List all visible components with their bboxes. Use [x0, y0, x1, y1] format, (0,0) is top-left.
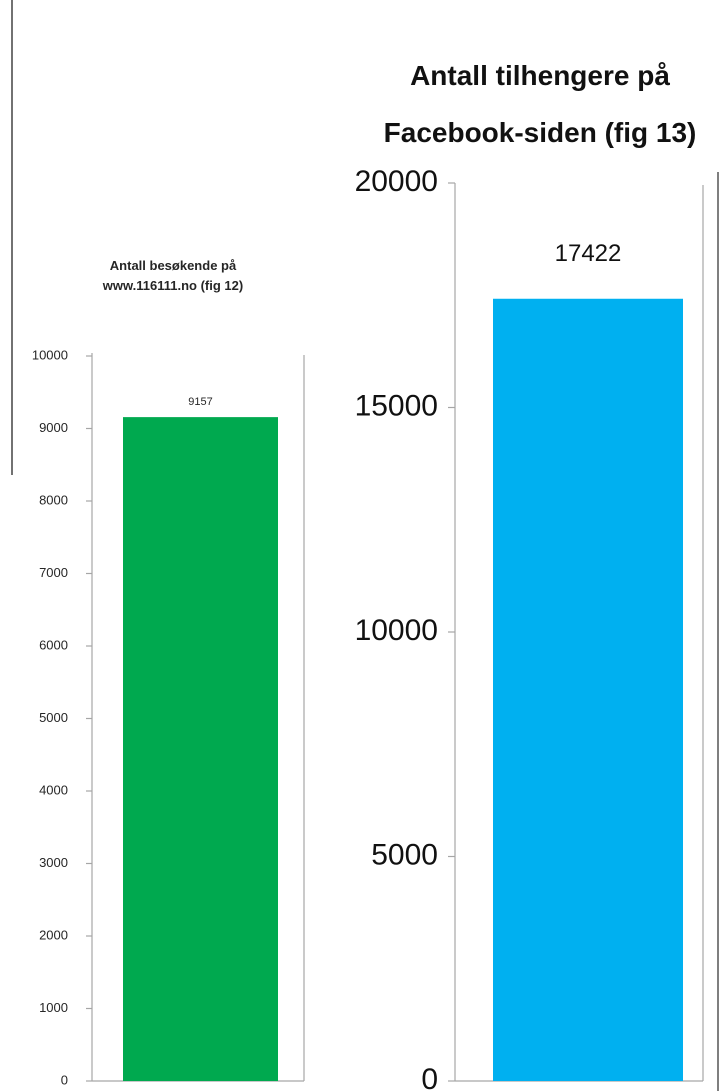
chart-title-line-1: Antall tilhengere på — [410, 60, 670, 91]
bar-series — [493, 298, 683, 1081]
bar — [123, 417, 278, 1081]
data-labels: 17422 — [555, 240, 622, 267]
y-axis-ticks: 0 1000 2000 3000 4000 5000 6000 7000 8000 9000 100… — [32, 347, 92, 1087]
chart-title-line-1: Antall besøkende på — [110, 258, 237, 273]
y-tick-label: 20000 — [355, 165, 438, 198]
y-tick-label: 8000 — [39, 492, 68, 507]
y-tick-label: 5000 — [371, 838, 438, 871]
y-tick-label: 4000 — [39, 782, 68, 797]
data-labels: 9157 — [188, 396, 212, 408]
y-tick-label: 7000 — [39, 565, 68, 580]
chart-title-line-2: www.116111.no (fig 12) — [102, 278, 243, 293]
y-tick-label: 0 — [61, 1072, 68, 1087]
y-tick-label: 0 — [421, 1063, 438, 1091]
y-tick-label: 15000 — [355, 389, 438, 422]
bar-series — [123, 417, 278, 1081]
bar-data-label: 9157 — [188, 396, 212, 408]
chart-visitors-fig12: Antall besøkende på www.116111.no (fig 1… — [32, 258, 305, 1087]
y-tick-label: 10000 — [32, 347, 68, 362]
y-tick-label: 2000 — [39, 927, 68, 942]
y-tick-label: 9000 — [39, 420, 68, 435]
bar-data-label: 17422 — [555, 240, 622, 267]
y-axis-ticks: 0 5000 10000 15000 20000 — [355, 165, 455, 1091]
y-tick-label: 6000 — [39, 637, 68, 652]
y-tick-label: 10000 — [355, 614, 438, 647]
chart-followers-fig13: Antall tilhengere på Facebook-siden (fig… — [355, 60, 704, 1091]
chart-title-line-2: Facebook-siden (fig 13) — [384, 117, 697, 148]
y-tick-label: 5000 — [39, 710, 68, 725]
y-tick-label: 3000 — [39, 855, 68, 870]
bar — [493, 298, 683, 1081]
y-tick-label: 1000 — [39, 1000, 68, 1015]
